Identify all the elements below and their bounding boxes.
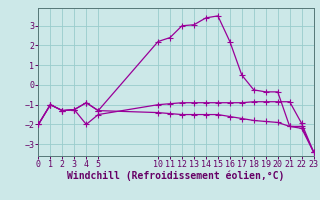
- X-axis label: Windchill (Refroidissement éolien,°C): Windchill (Refroidissement éolien,°C): [67, 171, 285, 181]
